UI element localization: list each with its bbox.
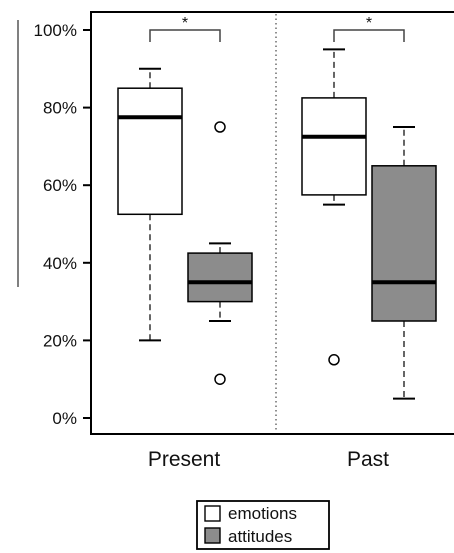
x-axis: Present Past [148, 448, 389, 471]
y-tick-label: 80% [43, 99, 77, 118]
y-tick-label: 20% [43, 331, 77, 350]
legend: emotions attitudes [196, 500, 330, 550]
significance-bracket-past [333, 29, 405, 42]
y-tick-label: 60% [43, 176, 77, 195]
outlier-attitudes-present [214, 121, 226, 133]
outlier-emotions-past [328, 354, 340, 366]
significance-brackets: * * [149, 15, 405, 42]
legend-swatch-attitudes [204, 527, 221, 544]
y-tick-label: 100% [34, 21, 77, 40]
x-tick-label: Past [347, 448, 389, 471]
box-emotions-past [301, 97, 367, 196]
boxes [117, 48, 437, 400]
plot-frame [90, 11, 454, 435]
significance-mark-present: * [182, 15, 188, 32]
box-attitudes-past [371, 165, 437, 322]
legend-label-attitudes: attitudes [228, 527, 292, 546]
legend-swatch-emotions [204, 505, 221, 522]
box-emotions-present [117, 87, 183, 216]
legend-label-emotions: emotions [228, 504, 297, 523]
x-tick-label: Present [148, 448, 221, 471]
y-axis: 0% 20% 40% 60% 80% 100% [34, 21, 91, 428]
box-attitudes-present [187, 252, 253, 303]
y-tick-label: 40% [43, 254, 77, 273]
significance-bracket-present [149, 29, 221, 42]
y-tick-label: 0% [52, 409, 77, 428]
significance-mark-past: * [366, 15, 372, 32]
outlier-attitudes-present [214, 373, 226, 385]
